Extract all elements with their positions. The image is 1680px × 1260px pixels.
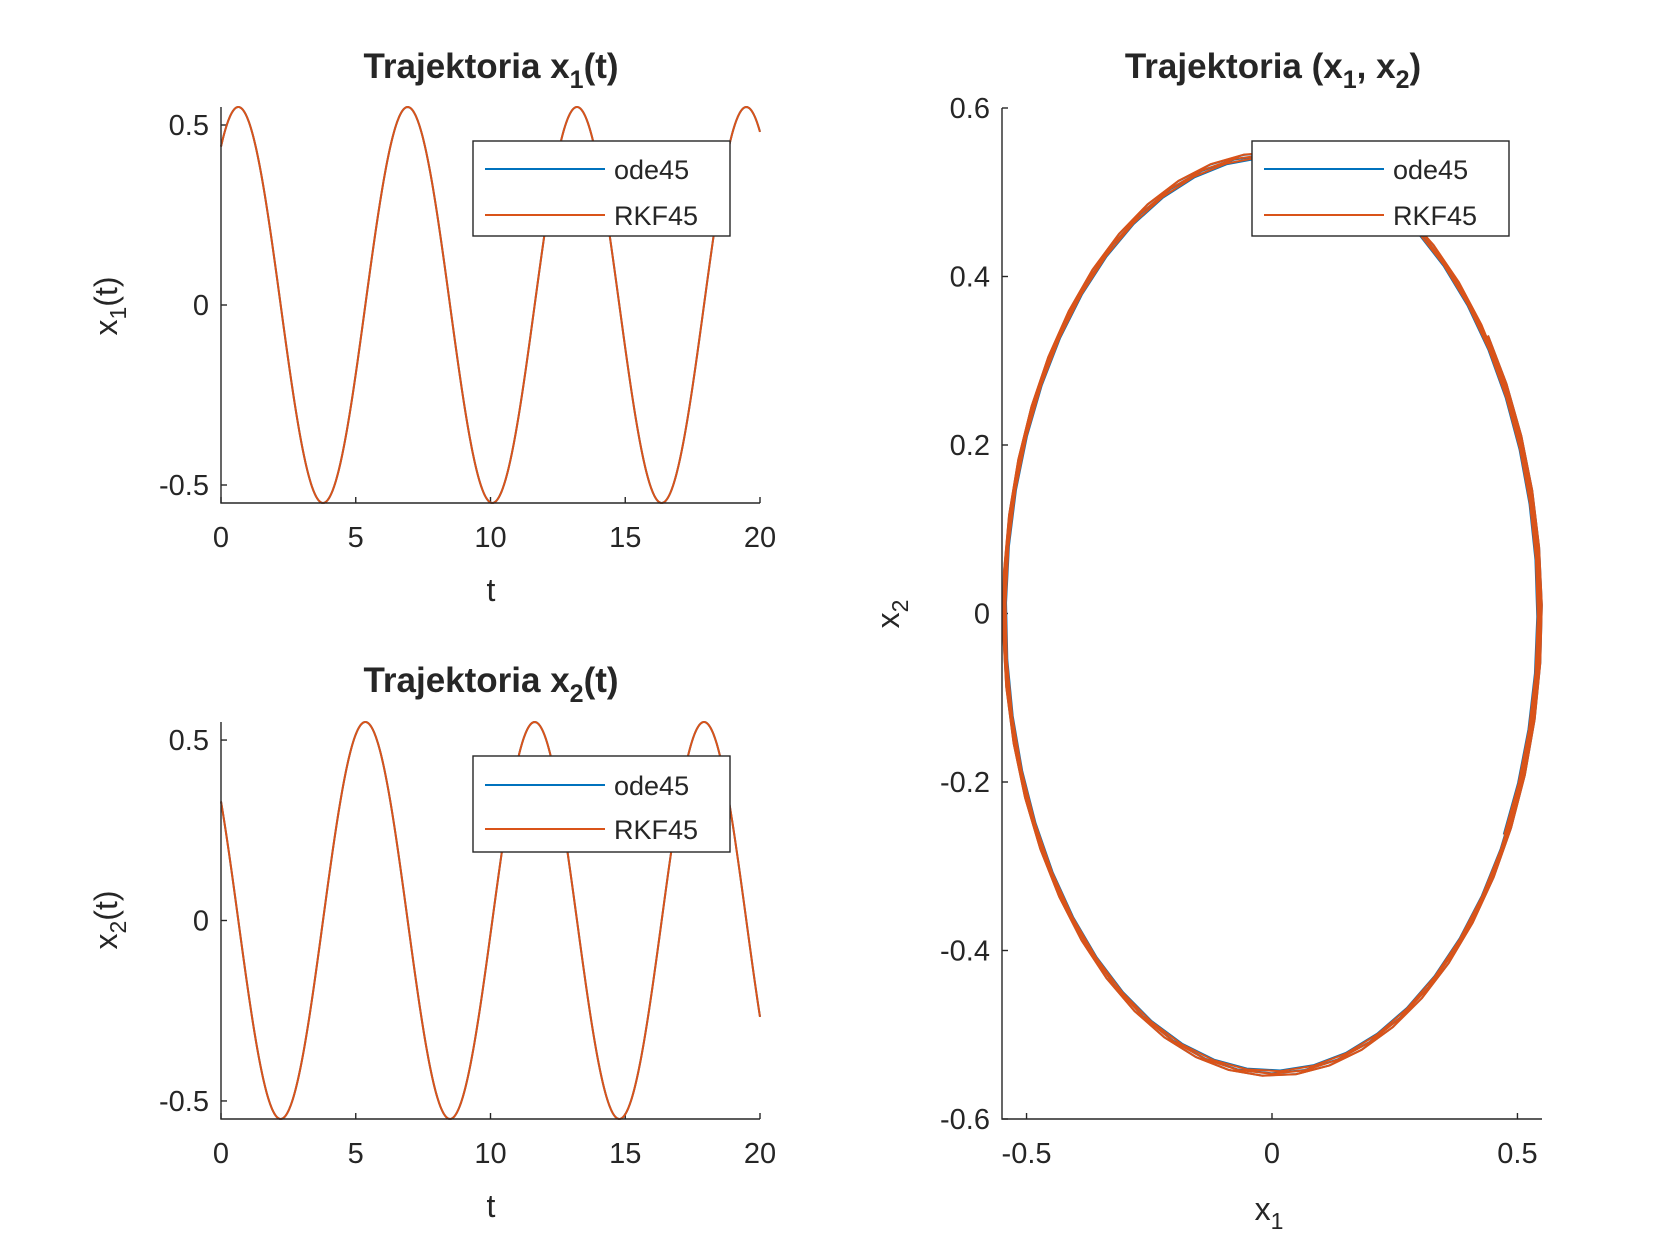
y-tick-label: 0 — [974, 599, 990, 631]
axis-frame — [220, 107, 760, 504]
legend-label-rkf45: RKF45 — [1393, 201, 1477, 231]
x-tick-label: 20 — [744, 522, 776, 554]
y-tick-label: 0.2 — [950, 430, 990, 462]
subplot-x1-t: Trajektoria x1(t) 0 5 10 15 20-0.500.5 t x1(… — [88, 47, 776, 608]
subplot-x2-t: Trajektoria x2(t) 0 5 10 15 20-0.500.5 t x2(… — [88, 661, 776, 1224]
axis-ticks: 0 5 10 15 20-0.500.5 — [159, 110, 776, 554]
x-axis-label: t — [487, 1188, 496, 1224]
y-tick-label: 0 — [193, 290, 209, 322]
series-rkf45-line — [1001, 151, 1543, 1077]
y-tick-label: 0.6 — [950, 93, 990, 125]
x-tick-label: -0.5 — [1002, 1138, 1052, 1170]
x-tick-label: 15 — [609, 522, 641, 554]
y-tick-label: -0.5 — [159, 1086, 209, 1118]
x-axis-label: t — [487, 572, 496, 608]
y-tick-label: 0.5 — [169, 110, 209, 142]
y-axis-label: x1(t) — [88, 277, 131, 336]
x-tick-label: 5 — [348, 1138, 364, 1170]
legend: ode45 RKF45 — [1251, 140, 1510, 237]
x-tick-label: 10 — [474, 1138, 506, 1170]
chart-title: Trajektoria (x1, x2) — [1125, 47, 1421, 94]
legend-box — [472, 140, 731, 237]
chart-title: Trajektoria x2(t) — [363, 661, 618, 708]
y-axis-label: x2 — [870, 600, 913, 629]
y-tick-label: 0.4 — [950, 262, 990, 294]
legend: ode45 RKF45 — [472, 140, 731, 237]
x-tick-label: 0 — [1264, 1138, 1280, 1170]
subplot-phase-portrait: Trajektoria (x1, x2) -0.5 0 0.5-0.6-0.4-0.… — [870, 47, 1543, 1234]
axis-ticks: 0 5 10 15 20-0.500.5 — [159, 725, 776, 1170]
x-axis-label: x1 — [1255, 1191, 1284, 1234]
axis-ticks: -0.5 0 0.5 -0.6 -0.4 -0.2 0 0.2 0.4 0.6 — [940, 93, 1538, 1170]
y-tick-label: -0.2 — [940, 767, 990, 799]
x-tick-label: 5 — [348, 522, 364, 554]
x-tick-label: 0 — [213, 1138, 229, 1170]
legend-label-ode45: ode45 — [614, 771, 689, 801]
legend: ode45 RKF45 — [472, 755, 731, 853]
x-tick-label: 0 — [213, 522, 229, 554]
y-tick-label: 0 — [193, 906, 209, 938]
y-tick-label: -0.4 — [940, 936, 990, 968]
y-tick-label: 0.5 — [169, 725, 209, 757]
legend-box — [1251, 140, 1510, 237]
legend-label-rkf45: RKF45 — [614, 201, 698, 231]
axis-frame — [220, 722, 760, 1120]
x-tick-label: 10 — [474, 522, 506, 554]
y-axis-label: x2(t) — [88, 891, 131, 950]
legend-box — [472, 755, 731, 853]
legend-label-ode45: ode45 — [1393, 155, 1468, 185]
x-tick-label: 15 — [609, 1138, 641, 1170]
chart-title: Trajektoria x1(t) — [363, 47, 618, 94]
x-tick-label: 20 — [744, 1138, 776, 1170]
series-rkf45-line — [220, 721, 761, 1120]
y-tick-label: -0.5 — [159, 470, 209, 502]
legend-label-ode45: ode45 — [614, 155, 689, 185]
axis-frame — [1001, 108, 1542, 1120]
y-tick-label: -0.6 — [940, 1104, 990, 1136]
legend-label-rkf45: RKF45 — [614, 815, 698, 845]
x-tick-label: 0.5 — [1497, 1138, 1537, 1170]
